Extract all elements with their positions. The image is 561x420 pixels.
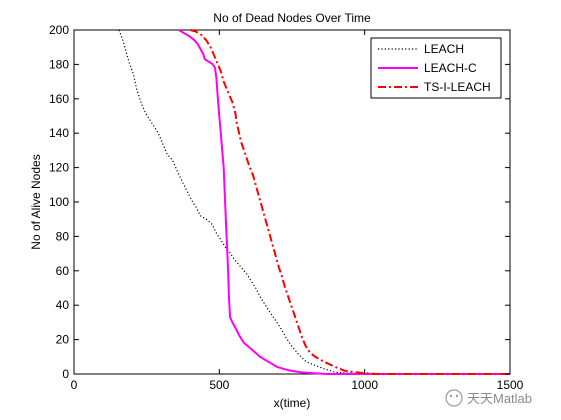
legend-ts-i-leach-label: TS-I-LEACH <box>424 80 491 94</box>
y-tick-label: 200 <box>49 23 69 37</box>
x-axis-ticks: 0 500 1000 1500 <box>71 30 524 392</box>
chart-title: No of Dead Nodes Over Time <box>213 11 371 25</box>
y-tick-label: 40 <box>56 298 70 312</box>
x-tick-label: 500 <box>209 378 229 392</box>
wechat-logo-eye-icon <box>449 394 453 398</box>
y-tick-label: 160 <box>49 92 69 106</box>
watermark: 天天Matlab <box>445 389 532 407</box>
legend-leach-label: LEACH <box>424 42 464 56</box>
y-tick-label: 100 <box>49 195 69 209</box>
x-tick-label: 1500 <box>497 378 524 392</box>
y-tick-label: 140 <box>49 126 69 140</box>
legend: LEACH LEACH-C TS-I-LEACH <box>370 37 502 99</box>
y-tick-label: 180 <box>49 57 69 71</box>
y-axis-ticks: 0 20 40 60 80 100 120 140 160 180 200 <box>49 23 510 381</box>
legend-leach-c-label: LEACH-C <box>424 61 477 75</box>
x-tick-label: 0 <box>71 378 78 392</box>
x-axis-label: x(time) <box>274 396 311 410</box>
series-layer <box>118 29 510 375</box>
wechat-logo-icon <box>445 389 463 407</box>
series-line-leach-c <box>178 29 510 375</box>
y-tick-label: 0 <box>62 367 69 381</box>
series-line-leach <box>118 29 510 375</box>
y-tick-label: 80 <box>56 229 70 243</box>
y-tick-label: 20 <box>56 333 70 347</box>
y-tick-label: 60 <box>56 264 70 278</box>
wechat-logo-eye-icon <box>455 394 459 398</box>
y-axis-label: No of Alive Nodes <box>29 154 43 249</box>
watermark-text: 天天Matlab <box>467 391 532 406</box>
y-tick-label: 120 <box>49 161 69 175</box>
series-line-ts-i-leach <box>190 29 510 375</box>
x-tick-label: 1000 <box>351 378 378 392</box>
